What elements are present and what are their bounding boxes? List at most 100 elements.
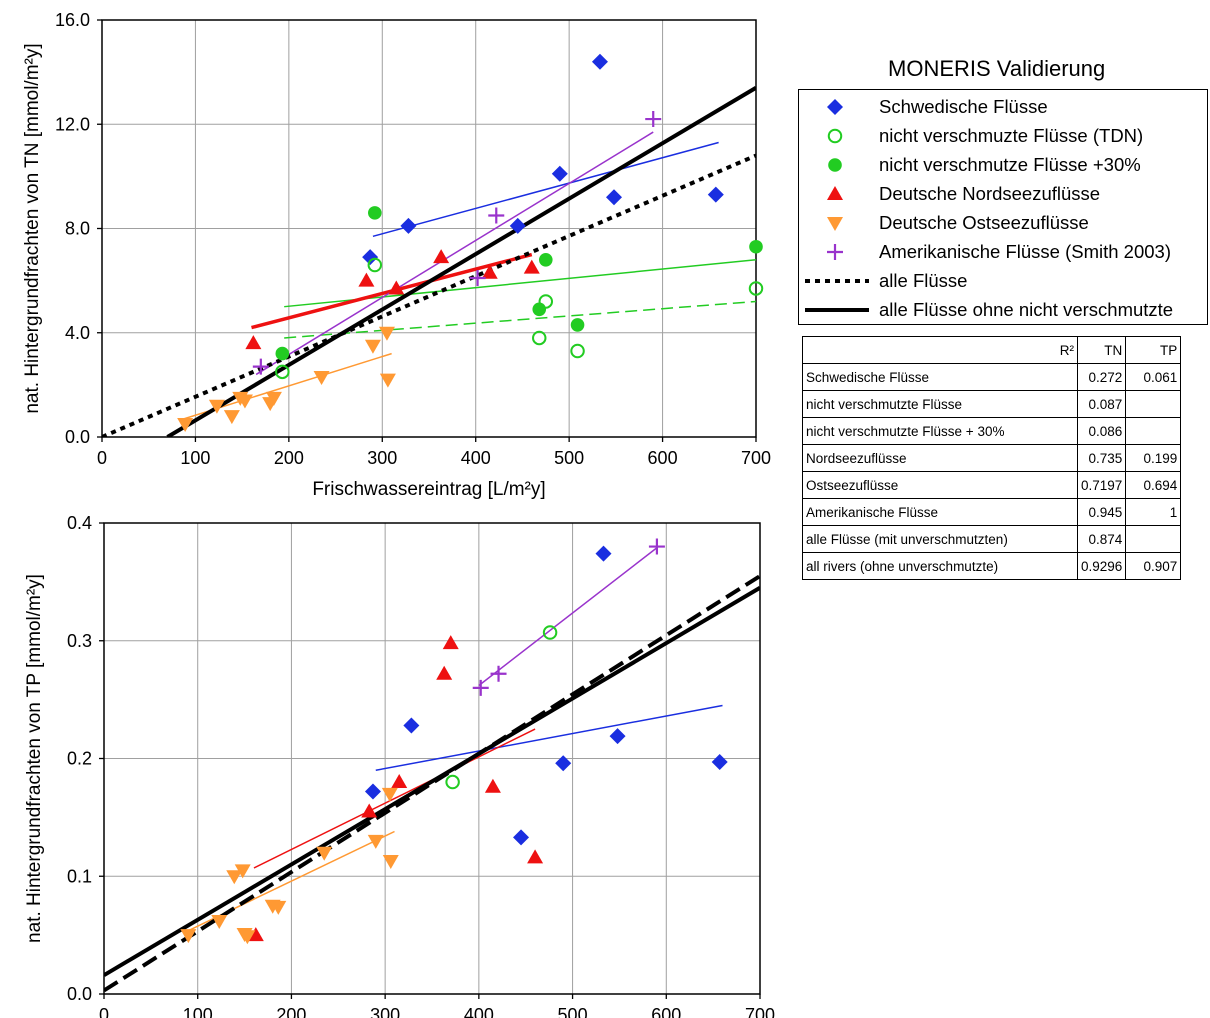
tp-point-deutsche-nordseezufl-sse xyxy=(436,665,453,680)
tp-trend-schwedische-fl-sse xyxy=(375,704,723,772)
legend-item: Schwedische Flüsse xyxy=(799,93,1207,121)
r2-table-cell: 0.7197 xyxy=(1076,471,1127,499)
tn-point-nicht-verschmuzte-fl-sse-tdn xyxy=(748,281,764,296)
legend-symbol xyxy=(827,99,843,115)
tp-point-deutsche-ostseezufl-sse xyxy=(381,787,398,802)
r2-table-cell: 0.272 xyxy=(1076,363,1127,391)
tp-point-schwedische-fl-sse xyxy=(711,754,728,771)
tn-x-tick-label: 300 xyxy=(367,448,397,468)
tp-point-nicht-verschmuzte-fl-sse-tdn xyxy=(542,625,558,640)
r2-table-cell: Ostseezuflüsse xyxy=(802,471,1078,499)
tp-fit-alle-fl-sse-ohne-nicht-verschmutzte xyxy=(104,586,760,977)
r2-table-cell: 0.874 xyxy=(1076,525,1127,553)
r2-table-row: Schwedische Flüsse 0.272 0.061 xyxy=(802,363,1182,391)
tn-point-nicht-verschmuzte-fl-sse-tdn xyxy=(570,343,585,359)
tp-point-deutsche-nordseezufl-sse xyxy=(527,849,544,864)
tp-point-amerikanische-fl-sse-smith-2003 xyxy=(472,679,489,696)
tp-point-schwedische-fl-sse xyxy=(364,783,381,800)
tp-point-deutsche-ostseezufl-sse xyxy=(234,864,251,879)
legend-item: Amerikanische Flüsse (Smith 2003) xyxy=(799,238,1207,266)
tn-point-deutsche-ostseezufl-sse xyxy=(223,410,240,425)
r2-table-cell xyxy=(1125,525,1182,553)
tp-point-schwedische-fl-sse xyxy=(403,717,420,734)
tn-plot: 0 100 200 300 400 500 600 700 0.0 4.0 8.0 12.0 16.0 F… xyxy=(22,10,771,500)
tp-point-schwedische-fl-sse xyxy=(555,755,572,772)
tp-y-tick-label: 0.0 xyxy=(67,984,92,1004)
tn-x-tick-label: 200 xyxy=(274,448,304,468)
tp-point-deutsche-ostseezufl-sse xyxy=(382,854,399,869)
tn-point-deutsche-nordseezufl-sse xyxy=(388,280,405,295)
tp-point-deutsche-nordseezufl-sse xyxy=(361,803,378,818)
tn-x-tick-label: 600 xyxy=(648,448,678,468)
r2-table-cell: 0.694 xyxy=(1125,471,1182,499)
legend-item: alle Flüsse ohne nicht verschmutzte xyxy=(799,296,1207,324)
tp-fit-alle-fl-sse xyxy=(104,574,760,993)
legend-marker xyxy=(827,217,843,231)
r2-table-row: Amerikanische Flüsse 0.945 1 xyxy=(802,498,1182,526)
tp-point-deutsche-ostseezufl-sse xyxy=(270,900,287,915)
tn-trend-nicht-verschmuzte-fl-sse-tdn xyxy=(284,300,756,339)
legend-marker xyxy=(827,99,843,115)
legend-marker xyxy=(828,158,842,172)
tp-point-deutsche-ostseezufl-sse xyxy=(367,834,384,849)
tn-point-nicht-verschmutze-fl-sse-30 xyxy=(570,318,585,332)
r2-table-cell: alle Flüsse (mit unverschmutzten) xyxy=(802,525,1078,553)
r2-table-cell: 1 xyxy=(1125,498,1182,526)
tp-point-schwedische-fl-sse xyxy=(513,829,530,846)
tn-x-tick-label: 700 xyxy=(741,448,771,468)
r2-table-row: nicht verschmutzte Flüsse + 30% 0.086 xyxy=(802,417,1182,445)
r2-table-cell: TN xyxy=(1076,336,1127,364)
tp-point-amerikanische-fl-sse-smith-2003 xyxy=(490,665,507,682)
tn-trend-amerikanische-fl-sse-smith-2003 xyxy=(255,131,654,376)
tp-point-schwedische-fl-sse xyxy=(595,545,612,562)
tp-point-deutsche-ostseezufl-sse xyxy=(226,870,243,885)
legend-item: Deutsche Ostseezuflüsse xyxy=(799,209,1207,237)
tn-point-deutsche-nordseezufl-sse xyxy=(481,264,498,279)
tn-point-deutsche-ostseezufl-sse xyxy=(265,391,282,406)
legend-label: Amerikanische Flüsse (Smith 2003) xyxy=(879,241,1171,262)
tn-x-tick-label: 500 xyxy=(554,448,584,468)
tp-trend-amerikanische-fl-sse-smith-2003 xyxy=(478,547,658,687)
tn-x-tick-label: 100 xyxy=(180,448,210,468)
legend-label: nicht verschmutze Flüsse +30% xyxy=(879,154,1141,175)
legend-symbol xyxy=(827,128,843,144)
r2-table-cell: 0.087 xyxy=(1076,390,1127,418)
tp-y-tick-label: 0.4 xyxy=(67,513,92,533)
tp-x-tick-label: 400 xyxy=(464,1005,494,1018)
tp-x-tick-label: 300 xyxy=(370,1005,400,1018)
tn-point-deutsche-ostseezufl-sse xyxy=(313,371,330,386)
r2-table-cell: 0.945 xyxy=(1076,498,1127,526)
r2-table-cell xyxy=(1125,417,1182,445)
legend-marker xyxy=(827,244,843,260)
legend-symbol xyxy=(805,279,869,283)
legend-label: alle Flüsse ohne nicht verschmutzte xyxy=(879,299,1174,320)
legend-item: nicht verschmutze Flüsse +30% xyxy=(799,151,1207,179)
r2-table-row: all rivers (ohne unverschmutzte) 0.9296 0.… xyxy=(802,552,1182,580)
tn-y-tick-label: 12.0 xyxy=(55,114,90,134)
tp-point-deutsche-ostseezufl-sse xyxy=(211,914,228,929)
legend-label: Schwedische Flüsse xyxy=(879,96,1048,117)
r2-table-cell: Schwedische Flüsse xyxy=(802,363,1078,391)
tp-plot: 01002003004005006007000.00.10.20.30.4Fri… xyxy=(24,513,775,1018)
tn-point-deutsche-ostseezufl-sse xyxy=(379,373,396,388)
r2-table-cell: all rivers (ohne unverschmutzte) xyxy=(802,552,1078,580)
tn-point-nicht-verschmutze-fl-sse-30 xyxy=(749,239,763,254)
tn-x-tick-label: 400 xyxy=(461,448,491,468)
tn-point-deutsche-ostseezufl-sse xyxy=(236,394,253,409)
tn-point-schwedische-fl-sse xyxy=(605,189,622,206)
r2-table-header: R² TN TP xyxy=(802,336,1182,364)
tn-point-schwedische-fl-sse xyxy=(400,217,417,234)
tn-point-amerikanische-fl-sse-smith-2003 xyxy=(645,111,662,128)
tn-point-schwedische-fl-sse xyxy=(551,165,568,182)
tn-y-tick-label: 4.0 xyxy=(65,323,90,343)
tp-point-deutsche-nordseezufl-sse xyxy=(442,635,459,650)
r2-table-cell: 0.061 xyxy=(1125,363,1182,391)
tp-trend-deutsche-nordseezufl-sse xyxy=(253,728,536,869)
tn-point-deutsche-ostseezufl-sse xyxy=(177,417,194,432)
tn-x-axis-label: Frischwassereintrag [L/m²y] xyxy=(312,479,545,500)
tp-y-axis-label: nat. Hintergrundfrachten von TP [mmol/m²… xyxy=(24,574,45,943)
tn-point-deutsche-ostseezufl-sse xyxy=(208,399,225,414)
legend: Schwedische Flüsse nicht verschmuzte Flüs… xyxy=(798,89,1208,325)
r2-table-cell: nicht verschmutzte Flüsse xyxy=(802,390,1078,418)
